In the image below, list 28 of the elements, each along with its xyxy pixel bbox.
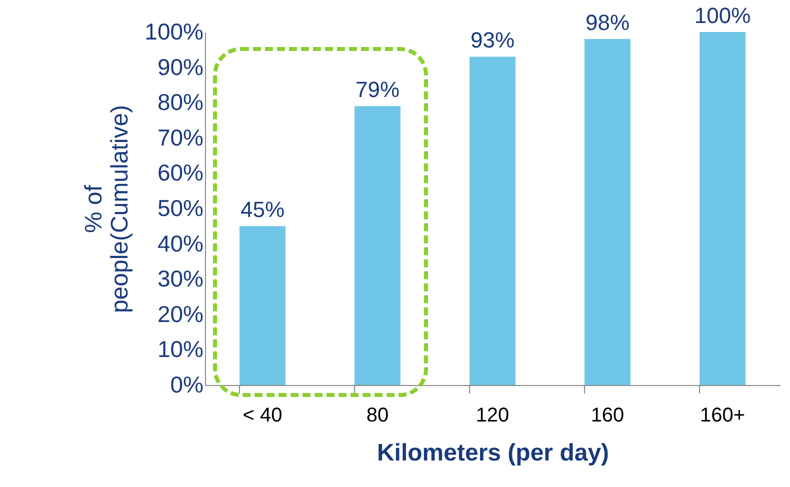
x-tick-label: 160+ <box>700 404 746 426</box>
data-label: 98% <box>585 10 630 36</box>
y-tick-label: 40% <box>157 230 204 256</box>
data-label: 93% <box>470 28 515 53</box>
bar <box>470 56 516 385</box>
x-tick-label: 120 <box>476 404 510 426</box>
y-tick-label: 100% <box>144 18 204 44</box>
data-label: 100% <box>694 3 751 28</box>
x-axis-title: Kilometers (per day) <box>376 440 610 466</box>
bar <box>240 226 286 385</box>
data-label: 45% <box>240 197 285 222</box>
y-tick-label: 10% <box>157 336 204 362</box>
y-tick-label: 60% <box>157 160 204 186</box>
y-axis-title: % of people(Cumulative) <box>80 104 134 314</box>
x-tick-label: 80 <box>366 404 389 426</box>
bar <box>354 106 400 385</box>
y-tick-label: 70% <box>157 124 204 150</box>
bar <box>700 32 746 385</box>
y-tick-label: 20% <box>157 300 204 327</box>
x-tick-label: < 40 <box>242 404 282 426</box>
y-tick-label: 0% <box>170 372 204 398</box>
y-tick-label: 90% <box>157 54 204 80</box>
bar <box>584 39 630 385</box>
y-tick-label: 80% <box>157 89 204 116</box>
y-tick-label: 50% <box>157 195 204 221</box>
data-label: 79% <box>355 77 400 102</box>
y-tick-label: 30% <box>157 266 204 292</box>
x-tick-label: 160 <box>590 404 624 426</box>
